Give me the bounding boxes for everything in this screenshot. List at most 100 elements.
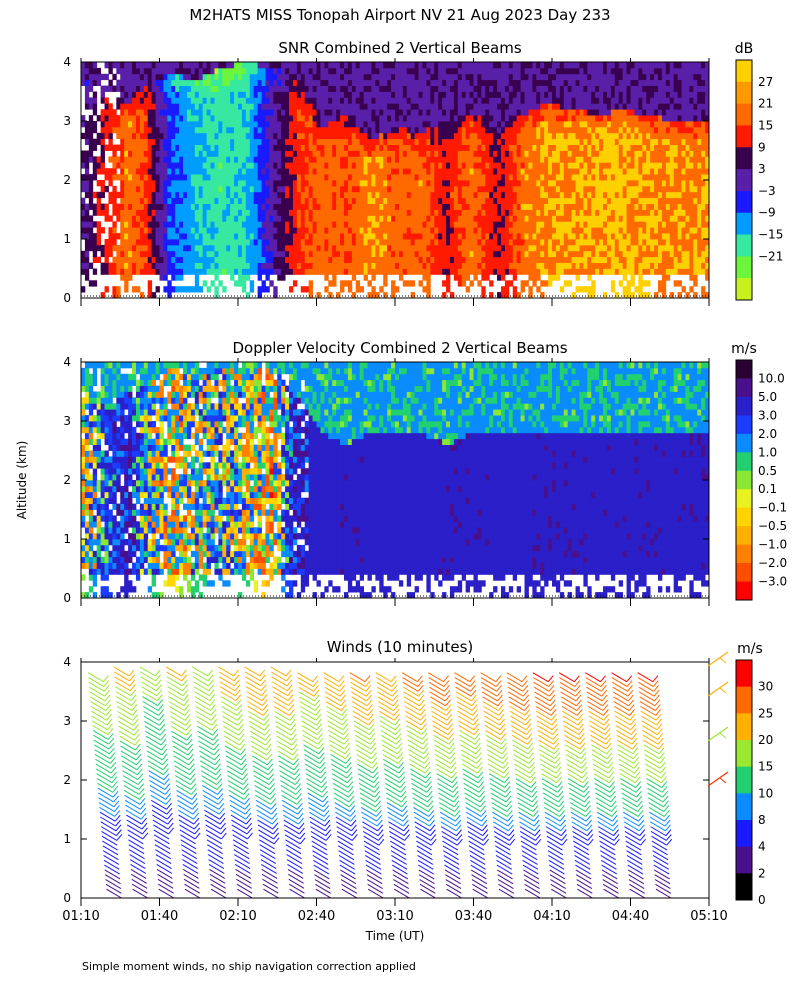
snr-cell xyxy=(96,132,102,140)
snr-cell xyxy=(218,85,223,92)
snr-cell xyxy=(285,239,290,246)
snr-cell xyxy=(135,174,141,181)
snr-cell xyxy=(167,144,172,151)
snr-cell xyxy=(528,191,533,199)
snr-cell xyxy=(575,203,580,210)
snr-cell xyxy=(398,115,404,122)
snr-cell xyxy=(504,280,510,287)
snr-cell xyxy=(536,62,541,69)
snr-cell xyxy=(120,227,125,234)
snr-cell xyxy=(151,250,156,258)
snr-cell xyxy=(347,233,353,240)
snr-cell xyxy=(96,197,102,204)
snr-cell xyxy=(422,203,427,210)
snr-cell xyxy=(434,162,439,169)
snr-cell xyxy=(540,79,545,86)
snr-cell xyxy=(143,121,149,128)
snr-cell xyxy=(355,150,361,157)
snr-cell xyxy=(465,244,470,252)
snr-cell xyxy=(198,174,204,181)
snr-cell xyxy=(540,115,545,122)
snr-cell xyxy=(328,73,333,81)
snr-cell xyxy=(485,73,490,81)
snr-cell xyxy=(579,215,584,222)
snr-cell xyxy=(281,85,286,92)
snr-cell xyxy=(336,244,341,252)
snr-cell xyxy=(544,209,549,216)
snr-cell xyxy=(579,138,584,145)
snr-cell xyxy=(116,268,121,275)
snr-cell xyxy=(599,97,604,104)
snr-cell xyxy=(552,79,557,86)
snr-cell xyxy=(446,203,451,210)
snr-cell xyxy=(139,97,145,104)
snr-cell xyxy=(316,85,321,92)
snr-cell xyxy=(485,197,490,204)
snr-cell xyxy=(606,150,612,157)
snr-cell xyxy=(446,144,451,151)
snr-cell xyxy=(241,262,247,269)
snr-cell xyxy=(132,168,137,175)
snr-cell xyxy=(198,233,204,240)
snr-cell xyxy=(249,62,255,69)
snr-cell xyxy=(438,103,443,110)
snr-cell xyxy=(289,185,294,193)
snr-cell xyxy=(128,174,133,181)
snr-cell xyxy=(104,209,109,216)
snr-cell xyxy=(155,109,160,116)
snr-cell xyxy=(453,191,459,199)
snr-cell xyxy=(289,67,294,75)
snr-cell xyxy=(210,233,215,240)
snr-cell xyxy=(112,73,117,81)
snr-cell xyxy=(198,156,204,163)
snr-cell xyxy=(536,103,541,110)
snr-cell xyxy=(120,97,125,104)
snr-cell xyxy=(371,209,376,216)
snr-cell xyxy=(206,150,211,157)
snr-cell xyxy=(179,256,184,263)
snr-cell xyxy=(238,109,243,116)
snr-cell xyxy=(230,144,235,151)
snr-cell xyxy=(257,126,262,134)
snr-cell xyxy=(469,121,474,128)
snr-cell xyxy=(391,197,396,204)
snr-cell xyxy=(449,197,455,204)
snr-cell xyxy=(461,150,467,157)
snr-cell xyxy=(461,227,467,234)
snr-cell xyxy=(446,156,451,163)
snr-cell xyxy=(241,73,247,81)
snr-cell xyxy=(481,256,486,263)
snr-cell xyxy=(336,97,341,104)
snr-cell xyxy=(363,233,368,240)
snr-cell xyxy=(544,244,549,252)
snr-cell xyxy=(163,67,168,75)
snr-cell xyxy=(202,85,207,92)
snr-cell xyxy=(277,233,282,240)
snr-cell xyxy=(194,132,200,140)
snr-cell xyxy=(579,268,584,275)
snr-cell xyxy=(198,150,204,157)
snr-cell xyxy=(285,191,290,199)
snr-cell xyxy=(245,126,251,134)
snr-cell xyxy=(163,191,168,199)
snr-cell xyxy=(265,121,270,128)
snr-cell xyxy=(414,62,419,69)
snr-cell xyxy=(347,221,353,228)
snr-cell xyxy=(234,91,239,98)
snr-cell xyxy=(155,227,160,234)
snr-cell xyxy=(194,233,200,240)
snr-cell xyxy=(190,85,196,92)
snr-cell xyxy=(300,121,306,128)
snr-cell xyxy=(281,203,286,210)
snr-cell xyxy=(477,191,482,199)
snr-cell xyxy=(163,244,168,252)
snr-cell xyxy=(422,79,427,86)
snr-cell xyxy=(430,132,435,140)
snr-cell xyxy=(324,168,329,175)
snr-cell xyxy=(222,126,227,134)
snr-cell xyxy=(230,256,235,263)
snr-cell xyxy=(571,239,576,246)
snr-cell xyxy=(359,67,364,75)
snr-cell xyxy=(257,138,262,145)
snr-cell xyxy=(175,126,180,134)
